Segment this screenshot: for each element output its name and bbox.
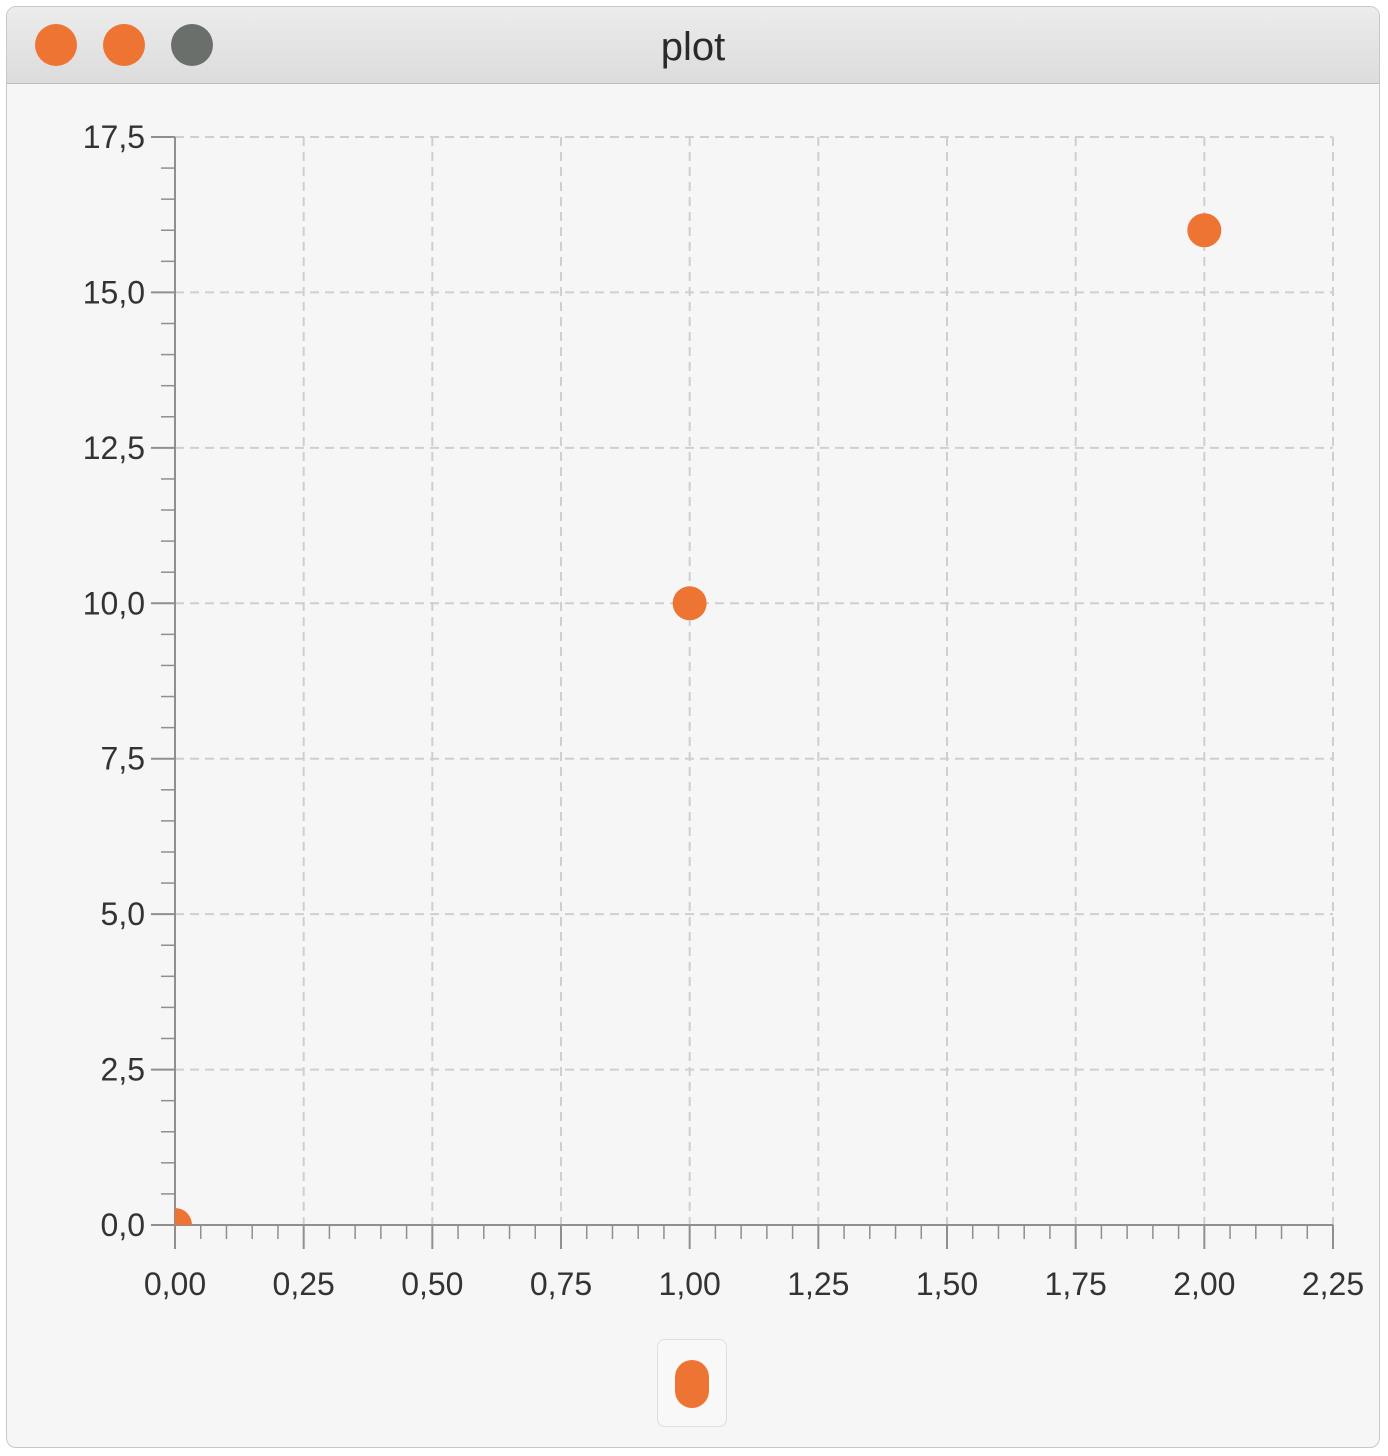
x-tick-label: 0,50 [401, 1266, 463, 1302]
x-tick-label: 1,00 [659, 1266, 721, 1302]
data-point [1187, 213, 1222, 248]
data-point [672, 586, 707, 621]
window-title: plot [660, 25, 726, 69]
x-tick-label: 0,75 [530, 1266, 592, 1302]
x-tick-label: 2,00 [1173, 1266, 1235, 1302]
legend [657, 1339, 727, 1427]
x-tick-label: 0,25 [273, 1266, 335, 1302]
y-tick-label: 12,5 [83, 430, 145, 466]
y-tick-label: 7,5 [101, 741, 145, 777]
data-point [175, 1208, 192, 1225]
y-tick-label: 17,5 [83, 119, 145, 155]
title-bar[interactable]: plot [7, 7, 1379, 84]
minimize-button[interactable] [103, 24, 145, 66]
x-tick-label: 2,25 [1302, 1266, 1364, 1302]
x-tick-label: 1,75 [1045, 1266, 1107, 1302]
y-tick-label: 2,5 [101, 1052, 145, 1088]
x-tick-label: 1,50 [916, 1266, 978, 1302]
x-tick-label: 1,25 [787, 1266, 849, 1302]
x-tick-label: 0,00 [144, 1266, 206, 1302]
y-tick-label: 0,0 [101, 1207, 145, 1243]
legend-swatch [675, 1360, 709, 1408]
y-tick-label: 5,0 [101, 896, 145, 932]
y-tick-label: 15,0 [83, 274, 145, 310]
zoom-button[interactable] [171, 24, 213, 66]
scatter-chart: 0,0 2,5 5,0 7,5 10,0 12,5 15,0 17,5 0,00 0,25 0,50… [83, 119, 1364, 1302]
close-button[interactable] [35, 24, 77, 66]
plot-window: plot 0,0 2,5 5,0 7,5 10,0 12,5 15,0 17,5 0,00 0,2… [6, 6, 1380, 1448]
y-tick-label: 10,0 [83, 585, 145, 621]
